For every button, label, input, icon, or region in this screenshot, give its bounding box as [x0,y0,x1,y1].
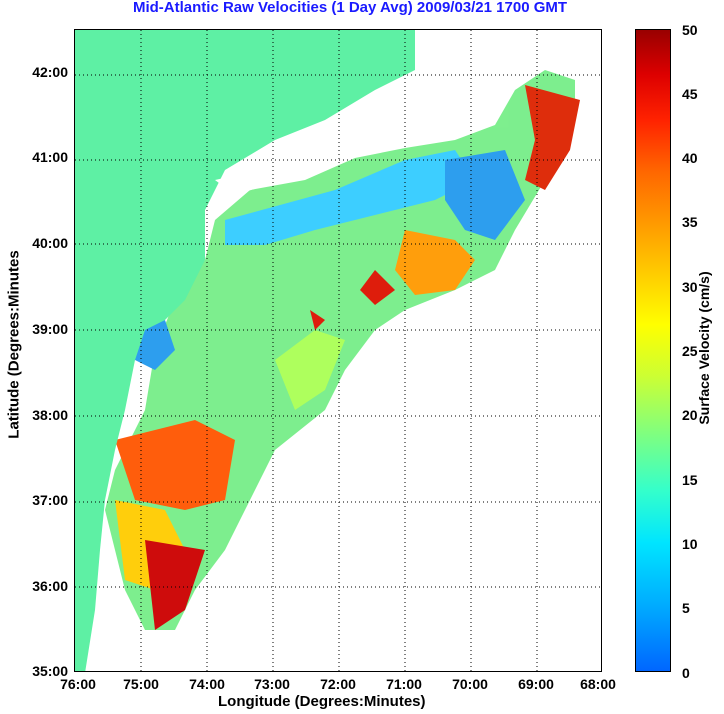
colorbar-tick-label: 5 [682,600,690,616]
grid-lines [75,30,601,671]
x-tick-label: 74:00 [189,676,225,692]
x-tick-label: 70:00 [452,676,488,692]
x-tick-label: 72:00 [320,676,356,692]
colorbar-tick-label: 30 [682,279,698,295]
velocity-map [74,29,602,672]
x-tick-label: 75:00 [123,676,159,692]
y-tick-label: 36:00 [32,578,68,594]
y-tick-label: 37:00 [32,492,68,508]
y-axis-title: Latitude (Degrees:Minutes [5,250,23,439]
velocity-field [105,70,580,630]
colorbar [635,29,671,672]
colorbar-tick-label: 50 [682,22,698,38]
x-tick-label: 68:00 [580,676,616,692]
y-tick-label: 35:00 [32,663,68,679]
y-tick-label: 41:00 [32,149,68,165]
colorbar-tick-label: 20 [682,407,698,423]
x-tick-label: 73:00 [254,676,290,692]
y-tick-label: 40:00 [32,235,68,251]
map-title: Mid-Atlantic Raw Velocities (1 Day Avg) … [132,0,568,16]
colorbar-tick-label: 25 [682,343,698,359]
y-tick-label: 38:00 [32,407,68,423]
colorbar-tick-label: 35 [682,214,698,230]
colorbar-tick-label: 40 [682,150,698,166]
x-tick-label: 71:00 [386,676,422,692]
colorbar-tick-label: 45 [682,86,698,102]
y-tick-label: 42:00 [32,64,68,80]
colorbar-tick-label: 10 [682,536,698,552]
land-mass [75,30,415,671]
x-tick-label: 76:00 [60,676,96,692]
y-tick-label: 39:00 [32,321,68,337]
x-tick-label: 69:00 [518,676,554,692]
colorbar-tick-label: 15 [682,472,698,488]
x-axis-title: Longitude (Degrees:Minutes) [218,693,426,710]
map-canvas [75,30,601,671]
colorbar-tick-label: 0 [682,665,690,681]
colorbar-title: Surface Velocity (cm/s) [696,271,712,425]
